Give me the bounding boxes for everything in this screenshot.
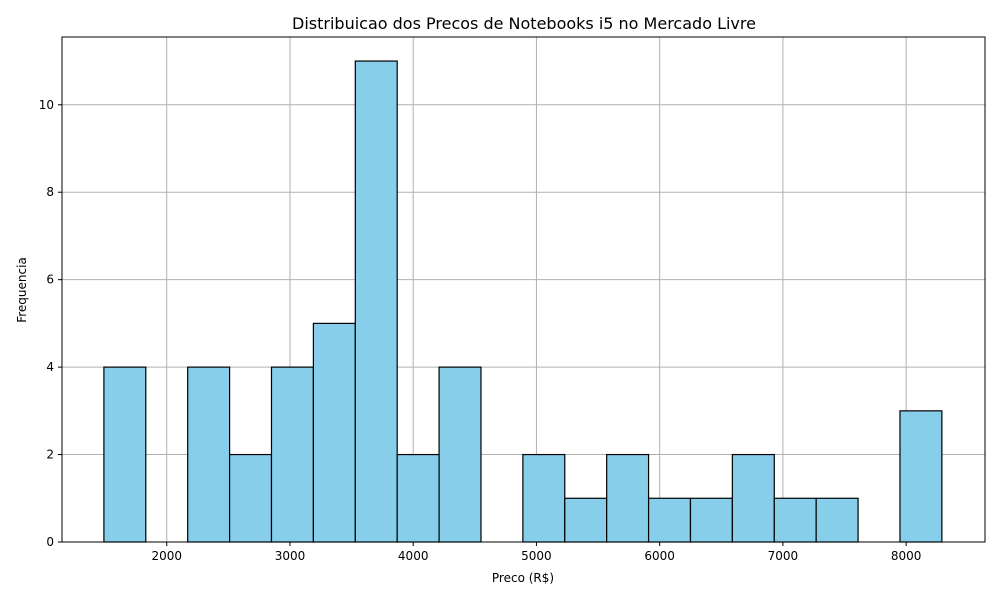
bars-layer [103, 60, 943, 543]
x-tick-label: 5000 [521, 549, 552, 563]
histogram-bar [606, 453, 650, 543]
histogram-bar [647, 497, 692, 543]
y-tick-label: 2 [46, 448, 54, 462]
x-tick-label: 7000 [768, 549, 799, 563]
histogram-bar [689, 497, 733, 543]
histogram-bar [270, 366, 314, 543]
histogram-bar [773, 497, 817, 543]
histogram-bar [103, 366, 147, 543]
ticks-layer: 2000 3000 4000 5000 6000 7000 8000 0 2 4 6 8 10 [39, 98, 922, 563]
y-tick-label: 8 [46, 185, 54, 199]
histogram-bar [354, 60, 398, 543]
histogram-bar [522, 453, 566, 543]
y-tick-label: 4 [46, 360, 54, 374]
y-tick-label: 0 [46, 535, 54, 549]
histogram-bar [564, 497, 608, 543]
histogram-bar [228, 453, 273, 543]
histogram-bar [187, 366, 231, 543]
y-axis-label: Frequencia [15, 257, 29, 323]
x-tick-label: 2000 [151, 549, 182, 563]
histogram-bar [312, 322, 356, 543]
histogram-bar [731, 453, 775, 543]
x-axis-label: Preco (R$) [492, 571, 554, 585]
histogram-bar [815, 497, 859, 543]
x-tick-label: 3000 [275, 549, 306, 563]
y-tick-label: 6 [46, 273, 54, 287]
y-tick-label: 10 [39, 98, 54, 112]
x-tick-label: 8000 [891, 549, 922, 563]
x-tick-label: 6000 [644, 549, 675, 563]
chart-title: Distribuicao dos Precos de Notebooks i5 … [292, 14, 756, 33]
plot-frame [61, 36, 986, 543]
histogram-bar [438, 366, 482, 543]
x-tick-label: 4000 [398, 549, 429, 563]
histogram-bar [396, 453, 440, 543]
histogram-bar [899, 410, 943, 543]
